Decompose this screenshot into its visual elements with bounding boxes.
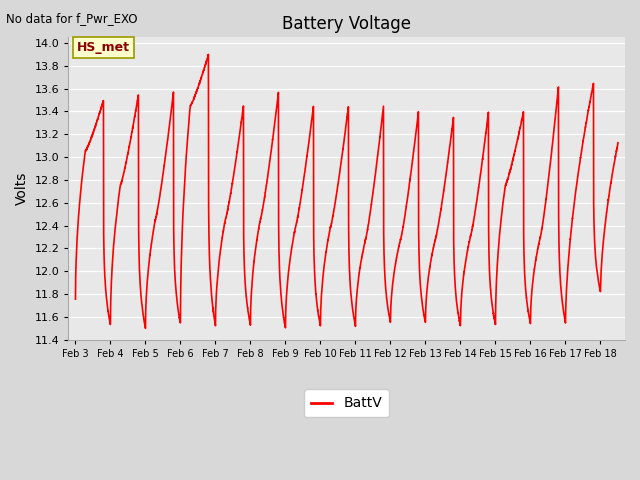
Text: No data for f_Pwr_EXO: No data for f_Pwr_EXO [6, 12, 138, 25]
Title: Battery Voltage: Battery Voltage [282, 15, 412, 33]
Y-axis label: Volts: Volts [15, 172, 29, 205]
Text: HS_met: HS_met [77, 41, 130, 54]
Legend: BattV: BattV [305, 389, 389, 418]
